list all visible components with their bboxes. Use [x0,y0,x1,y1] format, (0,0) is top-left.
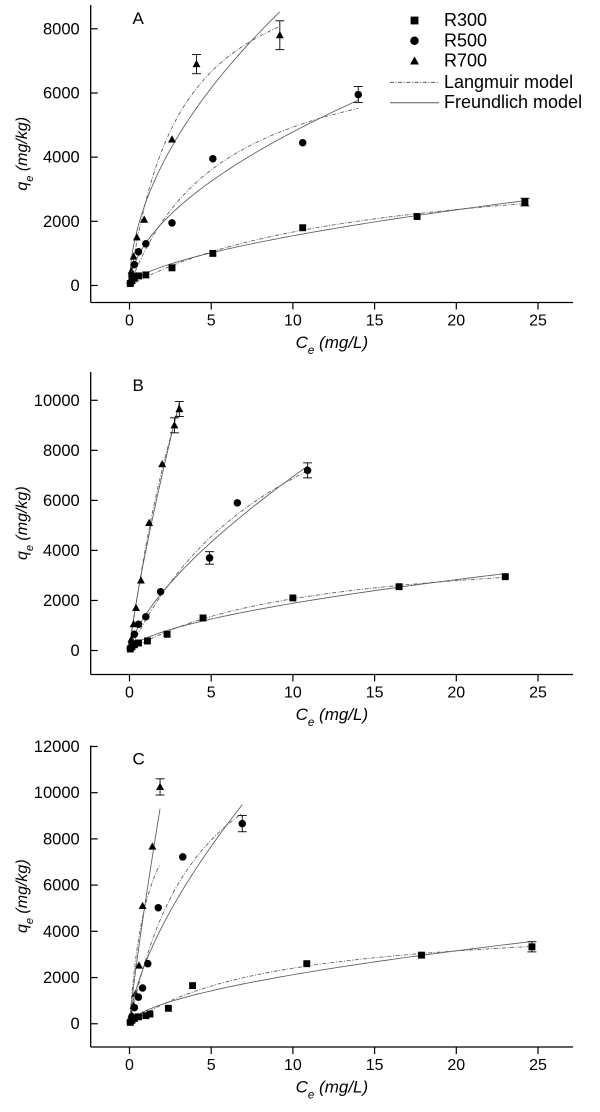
svg-text:5: 5 [207,685,216,702]
svg-text:12000: 12000 [34,738,80,756]
svg-text:25: 25 [529,313,547,330]
svg-text:A: A [133,9,145,28]
svg-text:R700: R700 [444,51,487,71]
svg-text:0: 0 [71,277,80,295]
svg-text:25: 25 [529,1057,547,1074]
svg-text:Freundlich model: Freundlich model [444,92,582,112]
svg-text:15: 15 [366,313,384,330]
svg-text:0: 0 [71,642,80,660]
svg-text:2000: 2000 [43,592,80,610]
svg-text:B: B [133,376,144,395]
svg-text:0: 0 [125,685,134,702]
svg-text:8000: 8000 [43,442,80,460]
svg-text:10: 10 [284,1057,302,1074]
svg-text:4000: 4000 [43,542,80,560]
svg-text:4000: 4000 [43,923,80,941]
svg-text:15: 15 [366,685,384,702]
svg-text:6000: 6000 [43,85,80,103]
svg-text:15: 15 [366,1057,384,1074]
svg-text:6000: 6000 [43,877,80,895]
svg-text:25: 25 [529,685,547,702]
svg-text:6000: 6000 [43,492,80,510]
svg-text:2000: 2000 [43,969,80,987]
svg-text:0: 0 [125,1057,134,1074]
svg-text:20: 20 [447,1057,465,1074]
svg-text:Langmuir model: Langmuir model [444,72,573,92]
svg-text:20: 20 [447,313,465,330]
svg-text:0: 0 [125,313,134,330]
svg-text:10000: 10000 [34,392,80,410]
svg-text:0: 0 [71,1015,80,1033]
svg-text:5: 5 [207,313,216,330]
svg-text:C: C [133,750,145,769]
svg-text:10000: 10000 [34,784,80,802]
svg-text:R300: R300 [444,10,487,30]
svg-text:20: 20 [447,685,465,702]
svg-text:4000: 4000 [43,149,80,167]
svg-text:2000: 2000 [43,213,80,231]
svg-text:10: 10 [284,313,302,330]
svg-text:8000: 8000 [43,20,80,38]
svg-text:5: 5 [207,1057,216,1074]
svg-text:R500: R500 [444,30,487,50]
svg-text:10: 10 [284,685,302,702]
svg-text:8000: 8000 [43,830,80,848]
